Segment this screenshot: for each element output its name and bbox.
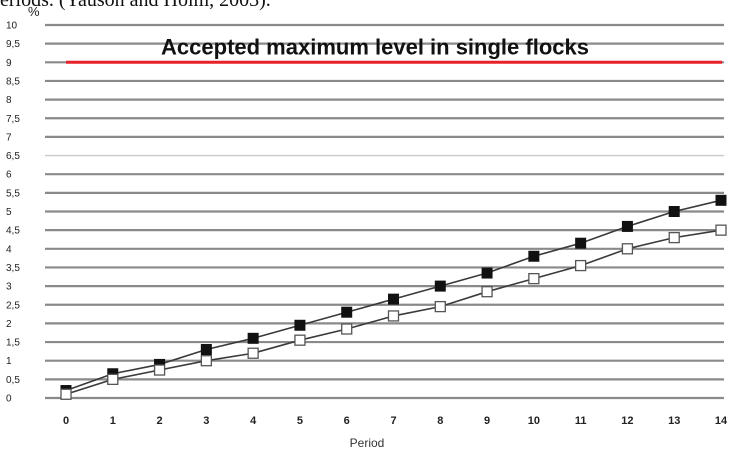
data-point <box>247 332 259 344</box>
x-tick-label: 13 <box>668 415 680 427</box>
data-point <box>668 231 680 244</box>
data-point <box>247 347 259 359</box>
data-point <box>153 364 166 376</box>
data-point <box>200 355 213 367</box>
data-point <box>107 373 119 386</box>
y-tick-label: 1 <box>6 356 12 367</box>
data-point <box>528 250 540 262</box>
data-point <box>621 220 633 232</box>
x-tick-label: 8 <box>437 415 443 427</box>
y-axis-ticks: 0 0,5 1 1,5 2 2,5 3 3,5 4 4,5 5 5,5 6 6,5 7 7,5 8 8,5 9 9,5… <box>6 21 20 405</box>
data-point <box>200 344 212 356</box>
data-point <box>294 334 306 346</box>
y-tick-label: 5,5 <box>6 188 20 199</box>
caption-text: eriods. (Yauson and Holm, 2003). <box>0 0 271 11</box>
x-tick-label: 14 <box>715 415 728 427</box>
x-tick-label: 11 <box>575 415 587 427</box>
y-tick-label: 8,5 <box>6 76 20 87</box>
data-point <box>575 237 587 249</box>
data-point <box>715 194 727 206</box>
x-axis-ticks: 0 1 2 3 4 5 6 7 8 9 10 11 12 13 14 <box>63 415 728 427</box>
data-point <box>621 243 634 255</box>
data-point <box>341 323 353 335</box>
series-group <box>60 194 727 400</box>
x-tick-label: 9 <box>484 415 490 427</box>
data-point <box>715 224 727 236</box>
y-tick-label: 4,5 <box>6 226 20 237</box>
data-point <box>481 267 493 279</box>
y-tick-label: 0,5 <box>6 375 20 386</box>
data-point <box>294 319 306 331</box>
x-tick-label: 3 <box>203 415 209 427</box>
reference-line-group: Accepted maximum level in single flocks <box>66 34 722 64</box>
x-tick-label: 0 <box>63 415 69 427</box>
data-point <box>60 388 72 400</box>
y-tick-label: 6 <box>6 170 12 181</box>
data-point <box>388 293 399 305</box>
x-tick-label: 5 <box>297 415 303 427</box>
data-point <box>434 300 446 313</box>
data-point <box>668 206 680 217</box>
x-tick-label: 1 <box>110 415 116 427</box>
data-point <box>481 286 493 298</box>
y-tick-label: 9,5 <box>6 39 20 50</box>
y-tick-label: 0 <box>6 394 12 405</box>
y-tick-label: 3 <box>6 282 12 293</box>
x-tick-label: 6 <box>344 415 350 427</box>
y-tick-label: 8 <box>6 95 12 106</box>
y-tick-label: 6,5 <box>6 151 20 162</box>
data-point <box>434 280 446 292</box>
caption-fragment: eriods. (Yauson and Holm, 2003). <box>0 0 360 12</box>
reference-line-label: Accepted maximum level in single flocks <box>161 34 589 59</box>
y-tick-label: 4 <box>6 244 12 255</box>
y-tick-label: 10 <box>6 21 18 32</box>
y-tick-label: 3,5 <box>6 263 20 274</box>
y-tick-label: 2 <box>6 319 12 330</box>
x-tick-label: 4 <box>250 415 257 427</box>
x-tick-label: 2 <box>157 415 163 427</box>
y-tick-label: 7 <box>6 132 12 143</box>
data-point <box>341 306 353 318</box>
y-tick-label: 9 <box>6 58 12 69</box>
y-tick-label: 5 <box>6 207 12 218</box>
series-open-squares <box>60 224 727 400</box>
data-point <box>574 259 587 272</box>
x-tick-label: 12 <box>621 415 633 427</box>
x-axis-label: Period <box>350 436 385 450</box>
y-tick-label: 7,5 <box>6 114 20 125</box>
y-axis-label: % <box>28 4 40 19</box>
x-tick-label: 10 <box>528 415 540 427</box>
data-point <box>387 310 400 322</box>
x-tick-label: 7 <box>390 415 396 427</box>
data-point <box>528 272 540 285</box>
y-tick-label: 1,5 <box>6 338 20 349</box>
gridlines <box>45 23 724 400</box>
y-tick-label: 2,5 <box>6 300 20 311</box>
